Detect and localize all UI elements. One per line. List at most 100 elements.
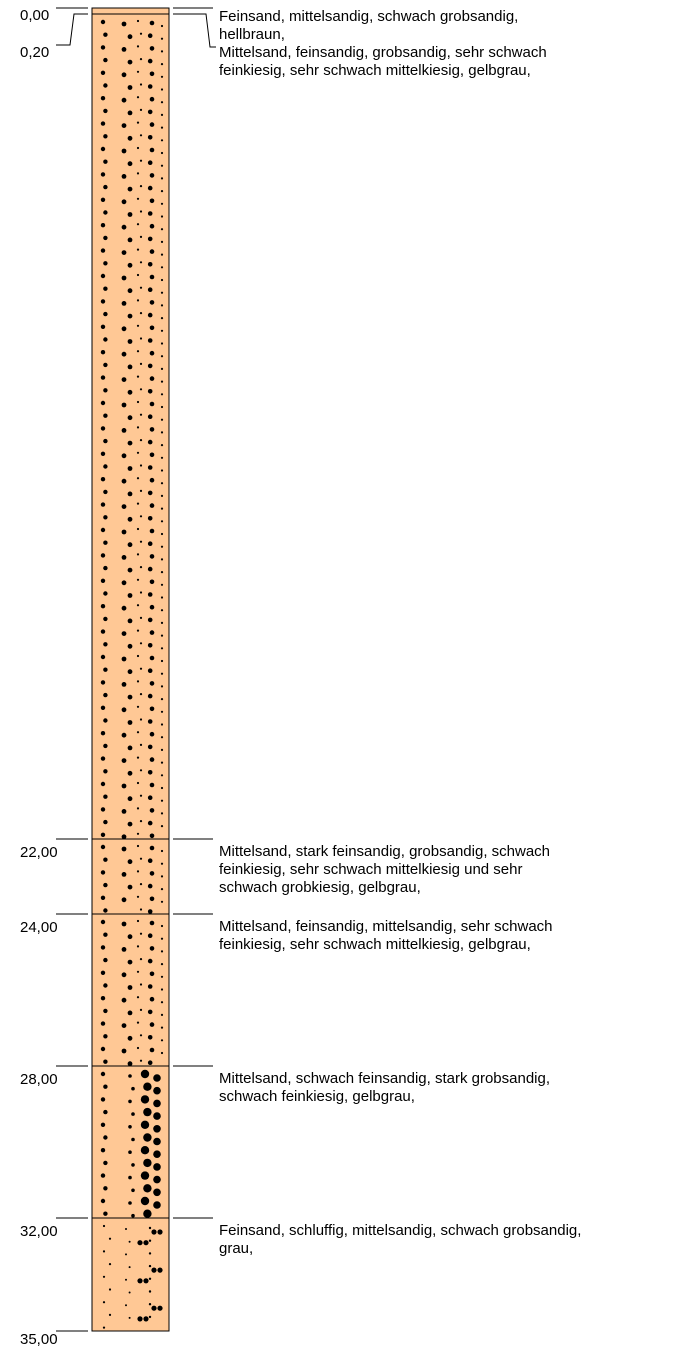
grain-dot — [103, 858, 107, 862]
grain-dot — [101, 375, 105, 379]
grain-dot — [101, 528, 105, 532]
grain-dot — [161, 938, 163, 940]
grain-dot — [140, 83, 142, 85]
grain-dot — [148, 745, 153, 750]
grain-dot — [153, 1176, 161, 1184]
grain-dot — [122, 377, 127, 382]
grain-dot — [140, 668, 142, 670]
grain-dot — [148, 262, 153, 267]
grain-dot — [128, 161, 133, 166]
grain-dot — [122, 847, 127, 852]
grain-dot — [141, 1070, 149, 1078]
grain-dot — [140, 1060, 142, 1062]
grain-dot — [103, 933, 107, 937]
grain-dot — [150, 529, 155, 534]
grain-dot — [137, 1278, 142, 1283]
grain-dot — [161, 152, 163, 154]
grain-dot — [153, 1100, 161, 1108]
grain-dot — [137, 299, 139, 301]
grain-dot — [122, 606, 127, 611]
grain-dot — [137, 579, 139, 581]
grain-dot — [161, 635, 163, 637]
grain-dot — [153, 1087, 161, 1095]
grain-dot — [140, 933, 142, 935]
grain-dot — [122, 707, 127, 712]
grain-dot — [101, 452, 105, 456]
grain-dot — [150, 199, 155, 204]
grain-dot — [148, 618, 153, 623]
grain-dot — [148, 694, 153, 699]
grain-dot — [150, 897, 155, 902]
grain-dot — [161, 393, 163, 395]
grain-dot — [137, 325, 139, 327]
grain-dot — [103, 1225, 105, 1227]
grain-dot — [109, 1314, 111, 1316]
grain-dot — [101, 833, 105, 837]
grain-dot — [103, 744, 107, 748]
grain-dot — [150, 46, 155, 51]
grain-dot — [101, 1123, 105, 1127]
grain-dot — [140, 769, 142, 771]
grain-dot — [137, 1047, 139, 1049]
grain-dot — [140, 160, 142, 162]
grain-dot — [150, 834, 155, 839]
grain-dot — [128, 187, 133, 192]
grain-dot — [128, 619, 133, 624]
layer-description: Mittelsand, schwach feinsandig, stark gr… — [219, 1070, 550, 1106]
grain-dot — [122, 428, 127, 433]
grain-dot — [161, 863, 163, 865]
grain-dot — [103, 591, 107, 595]
depth-label: 0,20 — [20, 45, 49, 61]
soil-column — [92, 8, 169, 1331]
grain-dot — [143, 1133, 151, 1141]
grain-dot — [128, 415, 133, 420]
grain-dot — [148, 668, 153, 673]
grain-dot — [143, 1240, 148, 1245]
grain-dot — [161, 723, 163, 725]
grain-dot — [161, 660, 163, 662]
grain-dot — [101, 477, 105, 481]
grain-dot — [148, 110, 153, 115]
grain-dot — [122, 809, 127, 814]
grain-dot — [151, 1229, 156, 1234]
grain-dot — [128, 669, 133, 674]
grain-dot — [153, 1138, 161, 1146]
grain-dot — [128, 934, 133, 939]
grain-dot — [150, 846, 155, 851]
grain-dot — [103, 1009, 107, 1013]
grain-dot — [122, 758, 127, 763]
grain-dot — [150, 402, 155, 407]
grain-dot — [150, 605, 155, 610]
grain-dot — [125, 1304, 127, 1306]
grain-dot — [141, 1146, 149, 1154]
grain-dot — [137, 870, 139, 872]
grain-dot — [148, 364, 153, 369]
grain-dot — [161, 50, 163, 52]
grain-dot — [148, 491, 153, 496]
grain-dot — [137, 350, 139, 352]
grain-dot — [141, 1171, 149, 1179]
grain-dot — [149, 1278, 151, 1280]
depth-label: 22,00 — [20, 845, 58, 861]
grain-dot — [149, 1227, 151, 1229]
grain-dot — [148, 186, 153, 191]
grain-dot — [137, 680, 139, 682]
grain-dot — [140, 1034, 142, 1036]
grain-dot — [161, 774, 163, 776]
depth-label: 35,00 — [20, 1332, 58, 1348]
grain-dot — [161, 950, 163, 952]
grain-dot — [161, 101, 163, 103]
grain-dot — [137, 45, 139, 47]
grain-dot — [150, 707, 155, 712]
depth-label: 24,00 — [20, 920, 58, 936]
grain-dot — [122, 1023, 127, 1028]
grain-dot — [140, 983, 142, 985]
grain-dot — [150, 580, 155, 585]
grain-dot — [143, 1184, 151, 1192]
grain-dot — [148, 592, 153, 597]
grain-dot — [137, 477, 139, 479]
grain-dot — [148, 1010, 153, 1015]
grain-dot — [103, 617, 107, 621]
grain-dot — [161, 976, 163, 978]
